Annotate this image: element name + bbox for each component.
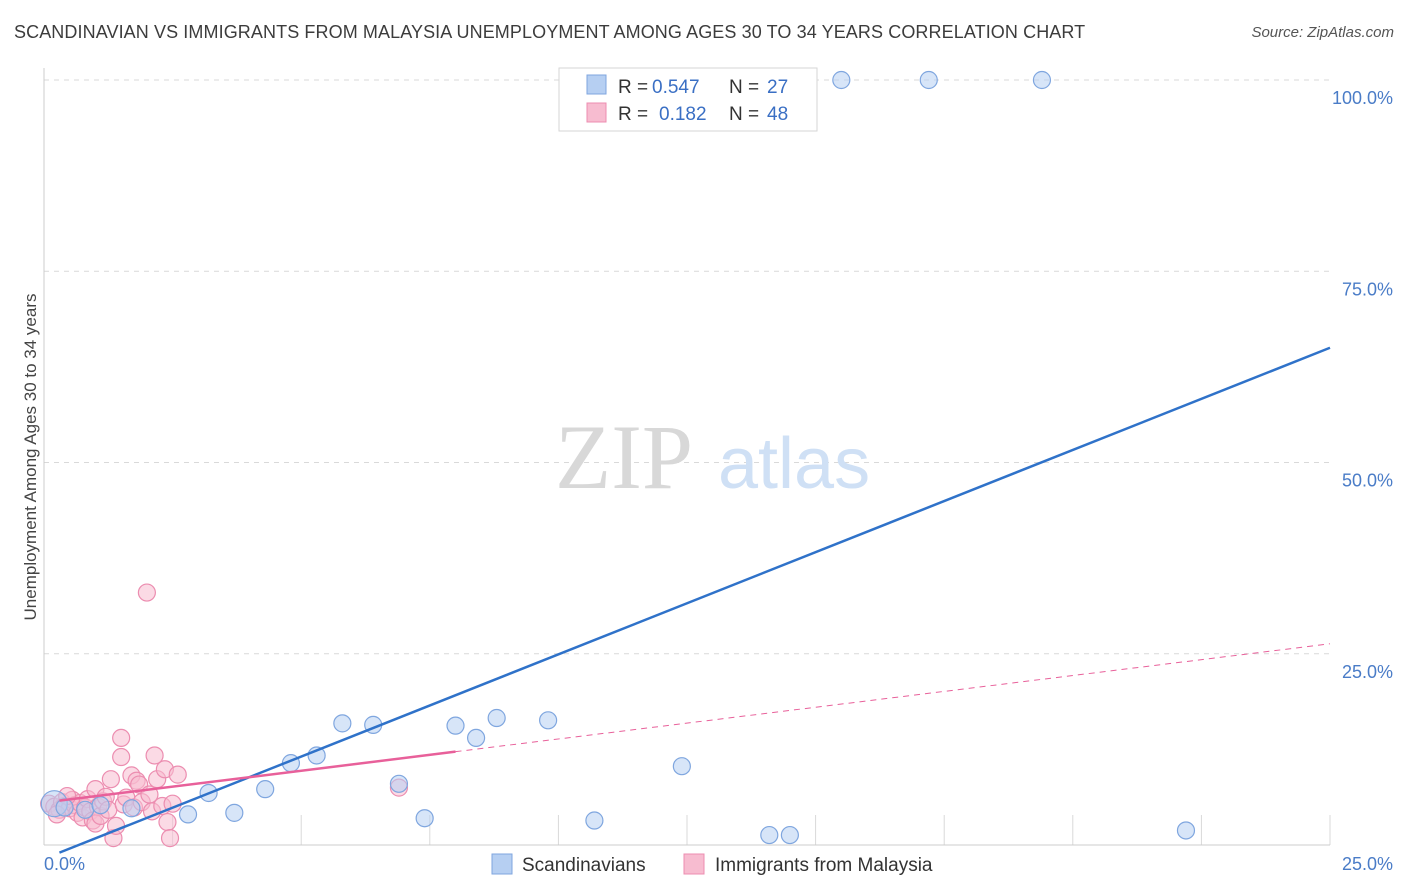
- trendline-malaysia: [59, 750, 456, 802]
- legend-top-n-label-pink: N =: [729, 104, 759, 125]
- scatter-point-malaysia: [101, 770, 120, 789]
- legend-top-r-label-blue: R =: [618, 77, 648, 98]
- scatter-point-malaysia: [145, 746, 164, 765]
- scatter-point-malaysia: [168, 765, 187, 784]
- trendline-scandinavians: [58, 346, 1331, 854]
- scatter-point-scandinavian: [446, 716, 465, 735]
- scatter-point-malaysia: [112, 747, 131, 767]
- y-tick-label: 100.0%: [1332, 88, 1393, 108]
- legend-top-swatch-pink: [586, 102, 607, 123]
- scatter-point-scandinavian: [415, 809, 434, 828]
- scatter-point-scandinavian: [1176, 821, 1196, 840]
- legend-top-n-label-blue: N =: [729, 77, 759, 98]
- legend-bottom-label-scandinavians: Scandinavians: [522, 855, 646, 876]
- y-axis-label: Unemployment Among Ages 30 to 34 years: [21, 294, 40, 621]
- y-tick-label: 25.0%: [1342, 662, 1393, 682]
- legend-bottom-label-malaysia: Immigrants from Malaysia: [715, 855, 933, 876]
- grid-lines: [44, 79, 1331, 845]
- scatter-point-scandinavian: [672, 757, 691, 776]
- legend-bottom-swatch-pink: [683, 853, 705, 875]
- scatter-point-malaysia: [112, 728, 131, 748]
- scatter-point-scandinavian: [389, 774, 409, 793]
- watermark-atlas: atlas: [718, 424, 870, 504]
- legend-top-n-value-blue: 27: [767, 77, 788, 98]
- x-tick-label: 25.0%: [1342, 854, 1393, 874]
- scatter-point-malaysia: [158, 812, 177, 832]
- scatter-point-scandinavian: [122, 799, 141, 818]
- legend-bottom-swatch-blue: [491, 853, 513, 875]
- legend-top-r-value-pink: 0.182: [659, 104, 707, 125]
- legend-top-n-value-pink: 48: [767, 104, 788, 125]
- x-tick-label: 0.0%: [44, 854, 85, 874]
- legend-top-r-value-blue: 0.547: [652, 77, 700, 98]
- series-scandinavians: [40, 70, 1196, 845]
- scatter-point-scandinavian: [760, 825, 779, 845]
- scatter-point-scandinavian: [225, 803, 244, 822]
- source-credit: Source: ZipAtlas.com: [1251, 24, 1394, 41]
- scatter-point-scandinavian: [91, 796, 110, 815]
- y-tick-label: 75.0%: [1342, 279, 1393, 299]
- legend-top-swatch-blue: [586, 74, 607, 95]
- tick-labels: 25.0% 50.0% 75.0% 100.0% 0.0% 25.0%: [44, 88, 1393, 874]
- legend-top-r-label-pink: R =: [618, 104, 648, 125]
- scatter-point-scandinavian: [832, 70, 851, 90]
- watermark-zip: ZIP: [555, 406, 693, 508]
- trendlines: [58, 346, 1331, 854]
- scatter-point-malaysia: [137, 583, 156, 602]
- scatter-point-scandinavian: [178, 805, 198, 824]
- scatter-point-scandinavian: [256, 780, 275, 799]
- scatter-point-malaysia: [160, 829, 180, 848]
- scatter-point-scandinavian: [76, 800, 95, 819]
- y-tick-label: 50.0%: [1342, 471, 1393, 491]
- scatter-point-scandinavian: [333, 714, 352, 733]
- scatter-point-scandinavian: [539, 711, 558, 730]
- scatter-point-scandinavian: [585, 811, 604, 830]
- scatter-point-scandinavian: [466, 728, 486, 748]
- scatter-point-scandinavian: [55, 798, 74, 817]
- chart-title: SCANDINAVIAN VS IMMIGRANTS FROM MALAYSIA…: [14, 22, 1086, 42]
- legend-top: R = 0.547 N = 27 R = 0.182 N = 48: [558, 67, 818, 132]
- scatter-point-scandinavian: [919, 70, 938, 90]
- trendline-malaysia-extrapolated: [455, 643, 1331, 753]
- scatter-point-scandinavian: [1032, 70, 1052, 90]
- legend-bottom: Scandinavians Immigrants from Malaysia: [491, 853, 933, 876]
- scatter-point-scandinavian: [780, 825, 799, 845]
- scatter-point-scandinavian: [487, 708, 506, 728]
